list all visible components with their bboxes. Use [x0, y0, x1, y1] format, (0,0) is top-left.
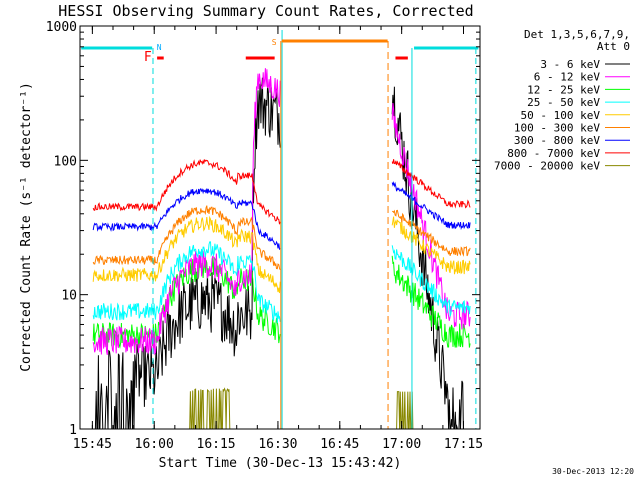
x-tick-label: 16:30	[258, 437, 297, 452]
flare-marker-label: F	[144, 50, 152, 65]
series-line-segment-1	[92, 215, 281, 294]
series-line-segment-2	[391, 255, 471, 348]
y-tick-label: 1	[69, 423, 77, 438]
series-line-segment-2	[392, 391, 471, 430]
legend-label: 12 - 25 keV	[527, 83, 600, 96]
x-axis-ticks: 15:45 16:00 16:15 16:30 16:45 17:00 17:15	[73, 26, 483, 452]
legend-header-attenuator: Att 0	[597, 40, 630, 53]
night-marker-label: N	[157, 43, 162, 52]
y-tick-label: 10	[61, 289, 77, 304]
footer-timestamp: 30-Dec-2013 12:20	[552, 467, 634, 476]
x-tick-label: 16:45	[320, 437, 359, 452]
legend-label: 300 - 800 keV	[514, 134, 600, 147]
legend-label: 800 - 7000 keV	[507, 147, 600, 160]
x-axis-label: Start Time (30-Dec-13 15:43:42)	[159, 456, 402, 471]
series-line-segment-2	[391, 102, 471, 330]
series-line-segment-1	[92, 241, 281, 324]
series-line-segment-2	[391, 245, 471, 317]
legend-label: 7000 - 20000 keV	[494, 160, 600, 173]
legend-label: 6 - 12 keV	[534, 71, 601, 84]
series-line-segment-1	[92, 187, 281, 251]
saa-marker-label: S	[272, 38, 277, 47]
series-line-segment-2	[391, 159, 471, 209]
chart-title: HESSI Observing Summary Count Rates, Cor…	[58, 2, 473, 20]
legend-label: 100 - 300 keV	[514, 122, 600, 135]
legend-header-detectors: Det 1,3,5,6,7,9,	[524, 28, 630, 41]
y-axis-ticks: 1 10 100 1000	[46, 20, 480, 438]
x-tick-label: 17:00	[382, 437, 421, 452]
plot-frame	[79, 25, 481, 430]
y-tick-label: 1000	[46, 20, 77, 35]
series-line-segment-2	[391, 86, 471, 430]
series-line-segment-1	[92, 68, 281, 356]
series-line-segment-2	[392, 209, 471, 257]
series-line-segment-1	[92, 158, 281, 225]
x-tick-label: 17:15	[444, 437, 483, 452]
legend-label: 50 - 100 keV	[521, 109, 601, 122]
series-line-segment-2	[391, 216, 471, 275]
series-line-segment-2	[391, 181, 471, 231]
y-axis-label: Corrected Count Rate (s⁻¹ detector⁻¹)	[19, 82, 34, 372]
series-line-segment-1	[92, 205, 281, 271]
legend-label: 3 - 6 keV	[540, 58, 600, 71]
legend-label: 25 - 50 keV	[527, 96, 600, 109]
x-tick-label: 16:00	[135, 437, 174, 452]
y-tick-label: 100	[54, 154, 77, 169]
x-tick-label: 15:45	[73, 437, 112, 452]
interval-layer: NF S	[81, 30, 479, 429]
x-tick-label: 16:15	[197, 437, 236, 452]
